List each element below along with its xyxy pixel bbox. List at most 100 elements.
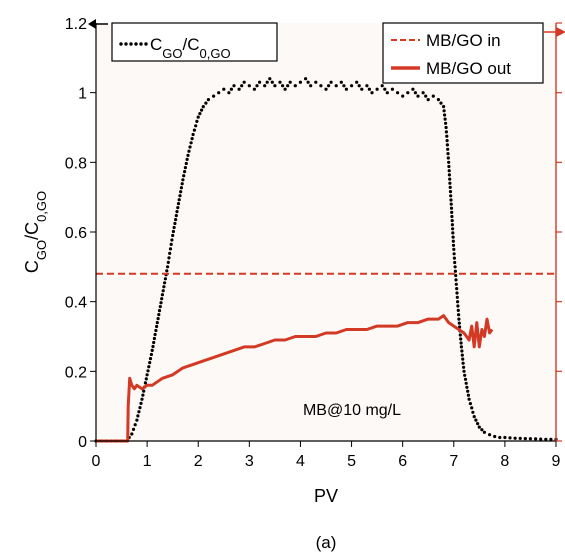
- series-go-point: [185, 157, 189, 161]
- series-go-point: [168, 251, 172, 255]
- series-go-point: [448, 181, 452, 185]
- series-go-point: [456, 300, 460, 304]
- x-tick-label: 7: [449, 453, 458, 470]
- series-go-point: [151, 344, 155, 349]
- series-go-point: [456, 308, 460, 312]
- series-go-point: [460, 353, 464, 357]
- series-go-point: [448, 177, 452, 181]
- series-go-point: [167, 256, 171, 260]
- legend-label-go: CGO/C0,GO: [150, 35, 231, 61]
- series-go-point: [174, 214, 178, 218]
- series-go-point: [172, 225, 176, 230]
- y-axis-title: CGO/C0,GO: [22, 191, 49, 273]
- right-axis-arrow: [556, 27, 565, 37]
- series-go-point: [416, 94, 420, 98]
- series-go-point: [355, 80, 359, 84]
- series-go-point: [413, 91, 417, 95]
- y-tick-label: 1.2: [65, 16, 87, 33]
- series-go-point: [183, 166, 187, 170]
- series-go-point: [442, 109, 446, 113]
- series-go-point: [281, 84, 285, 88]
- annotation-label: MB@10 mg/L: [303, 402, 401, 419]
- series-go-point: [177, 198, 181, 202]
- series-go-point: [178, 194, 182, 198]
- legend-box-right: [382, 22, 544, 84]
- series-go-point: [186, 153, 190, 157]
- legend-go-marker: [144, 42, 148, 46]
- series-go-point: [175, 210, 179, 214]
- series-go-point: [293, 84, 297, 88]
- y-title-main: /C: [22, 222, 42, 240]
- series-go-point: [131, 427, 136, 431]
- series-go-point: [268, 77, 272, 81]
- series-go-point: [439, 101, 443, 105]
- series-go-point: [288, 80, 292, 84]
- legend-go-marker: [129, 42, 133, 46]
- series-go-point: [324, 87, 328, 91]
- series-go-point: [147, 365, 151, 369]
- x-tick-label: 3: [245, 453, 254, 470]
- series-go-point: [462, 369, 466, 373]
- series-go-point: [449, 202, 453, 206]
- legend-label-mb-go-in: MB/GO in: [426, 31, 501, 50]
- series-go-point: [232, 84, 236, 88]
- series-go-point: [452, 252, 456, 256]
- series-go-point: [182, 174, 186, 178]
- series-go-point: [457, 317, 461, 321]
- series-go-point: [204, 101, 208, 105]
- series-go-point: [201, 105, 205, 109]
- series-go-point: [217, 91, 221, 95]
- series-go-point: [458, 333, 462, 337]
- series-go-point: [168, 247, 173, 251]
- series-go-point: [153, 332, 157, 337]
- series-go-point: [174, 218, 178, 222]
- series-go-point: [455, 295, 459, 299]
- legend-layer: CGO/C0,GO MB/GO in MB/GO out: [111, 22, 544, 84]
- x-tick-label: 0: [92, 453, 101, 470]
- series-go-point: [278, 80, 282, 84]
- legend-label-mb-go-out: MB/GO out: [426, 59, 511, 78]
- series-go-point: [470, 406, 474, 410]
- series-go-point: [459, 341, 463, 345]
- legend-go-sub: 0,GO: [200, 46, 231, 61]
- series-go-point: [298, 80, 302, 84]
- series-go-point: [192, 128, 196, 132]
- series-go-point: [136, 414, 140, 418]
- legend-go-marker: [124, 42, 128, 46]
- series-go-point: [480, 428, 484, 432]
- series-go-point: [247, 84, 251, 88]
- series-go-point: [158, 305, 162, 309]
- series-go-point: [424, 94, 428, 98]
- series-go-point: [160, 297, 164, 301]
- series-go-point: [149, 352, 153, 357]
- series-go-point: [143, 381, 147, 385]
- series-go-point: [426, 98, 430, 102]
- series-go-point: [166, 265, 170, 269]
- legend-go-main: C: [150, 35, 162, 54]
- y-title-sub: 0,GO: [34, 191, 49, 222]
- series-go-point: [445, 139, 449, 143]
- series-go-point: [195, 119, 199, 123]
- series-go-point: [206, 98, 210, 102]
- x-tick-label: 4: [296, 453, 305, 470]
- series-go-point: [431, 94, 435, 98]
- series-go-point: [150, 348, 154, 352]
- series-go-point: [339, 80, 343, 84]
- series-go-point: [459, 337, 463, 341]
- series-go-point: [181, 178, 185, 182]
- series-go-point: [508, 436, 512, 440]
- series-go-point: [357, 84, 361, 88]
- series-go-point: [200, 108, 204, 112]
- series-go-point: [350, 84, 354, 88]
- series-go-point: [446, 156, 450, 160]
- series-go-point: [184, 161, 188, 166]
- series-go-point: [255, 84, 259, 88]
- series-go-point: [342, 84, 346, 88]
- series-mb-go-out-line: [96, 314, 494, 443]
- series-go-point: [187, 149, 191, 153]
- series-go-point: [462, 365, 466, 369]
- series-go-point: [454, 282, 458, 286]
- series-go-point: [329, 80, 333, 84]
- series-go-point: [163, 277, 167, 281]
